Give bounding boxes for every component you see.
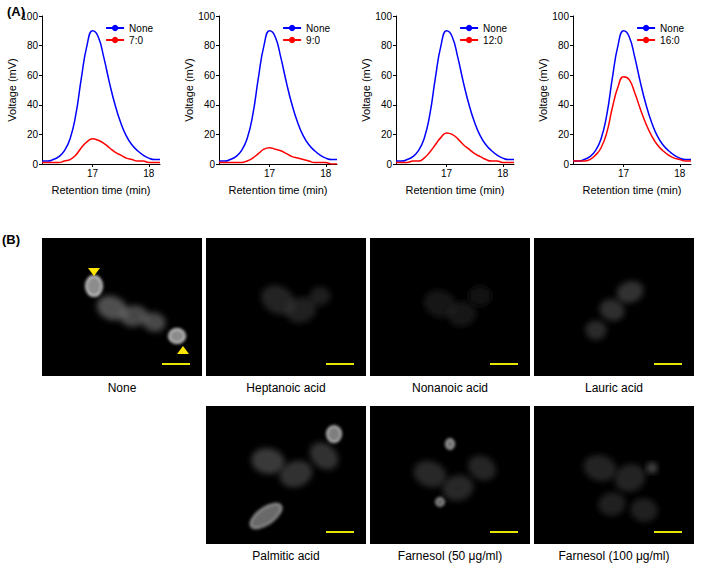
svg-text:Farnesol (50 μg/ml): Farnesol (50 μg/ml) [398, 549, 502, 563]
svg-text:17: 17 [441, 168, 453, 179]
svg-text:20: 20 [204, 129, 216, 140]
svg-text:Voltage (mV): Voltage (mV) [360, 58, 372, 122]
svg-text:60: 60 [27, 70, 39, 81]
svg-text:9:0: 9:0 [306, 35, 320, 46]
svg-text:Voltage (mV): Voltage (mV) [537, 58, 549, 122]
svg-text:17: 17 [618, 168, 630, 179]
svg-text:80: 80 [558, 40, 570, 51]
svg-text:80: 80 [381, 40, 393, 51]
svg-text:None: None [483, 23, 507, 34]
svg-text:16:0: 16:0 [660, 35, 680, 46]
svg-text:20: 20 [558, 129, 570, 140]
svg-text:60: 60 [204, 70, 216, 81]
svg-text:None: None [660, 23, 684, 34]
svg-text:Retention time (min): Retention time (min) [228, 184, 327, 196]
svg-text:40: 40 [381, 99, 393, 110]
svg-text:17: 17 [87, 168, 99, 179]
svg-text:Palmitic acid: Palmitic acid [252, 549, 319, 563]
svg-text:Nonanoic acid: Nonanoic acid [412, 381, 488, 395]
svg-text:0: 0 [209, 159, 215, 170]
svg-text:100: 100 [21, 10, 38, 22]
svg-text:40: 40 [558, 99, 570, 110]
svg-text:0: 0 [32, 159, 38, 170]
svg-text:Retention time (min): Retention time (min) [582, 184, 681, 196]
svg-text:Retention time (min): Retention time (min) [405, 184, 504, 196]
svg-text:None: None [129, 23, 153, 34]
svg-text:0: 0 [386, 159, 392, 170]
svg-text:40: 40 [27, 99, 39, 110]
svg-text:18: 18 [320, 168, 332, 179]
svg-text:20: 20 [27, 129, 39, 140]
svg-text:(A): (A) [7, 4, 25, 19]
svg-text:80: 80 [27, 40, 39, 51]
svg-text:100: 100 [552, 11, 569, 22]
svg-text:Heptanoic acid: Heptanoic acid [246, 381, 325, 395]
svg-text:Voltage (mV): Voltage (mV) [183, 58, 195, 122]
svg-text:18: 18 [497, 168, 509, 179]
svg-text:7:0: 7:0 [129, 35, 143, 46]
svg-text:20: 20 [381, 129, 393, 140]
svg-text:60: 60 [381, 70, 393, 81]
svg-text:100: 100 [375, 11, 392, 22]
svg-text:40: 40 [204, 99, 216, 110]
svg-text:0: 0 [563, 159, 569, 170]
svg-text:None: None [108, 381, 137, 395]
svg-text:18: 18 [674, 168, 686, 179]
svg-text:Retention time (min): Retention time (min) [51, 184, 150, 196]
svg-text:(B): (B) [2, 232, 20, 247]
svg-text:100: 100 [198, 11, 215, 22]
svg-text:17: 17 [264, 168, 276, 179]
svg-text:60: 60 [558, 70, 570, 81]
svg-text:18: 18 [143, 168, 155, 179]
svg-text:12:0: 12:0 [483, 35, 503, 46]
svg-text:Voltage (mV): Voltage (mV) [6, 58, 18, 122]
svg-text:Farnesol (100 μg/ml): Farnesol (100 μg/ml) [559, 549, 670, 563]
svg-text:80: 80 [204, 40, 216, 51]
svg-text:None: None [306, 23, 330, 34]
svg-text:Lauric acid: Lauric acid [585, 381, 643, 395]
